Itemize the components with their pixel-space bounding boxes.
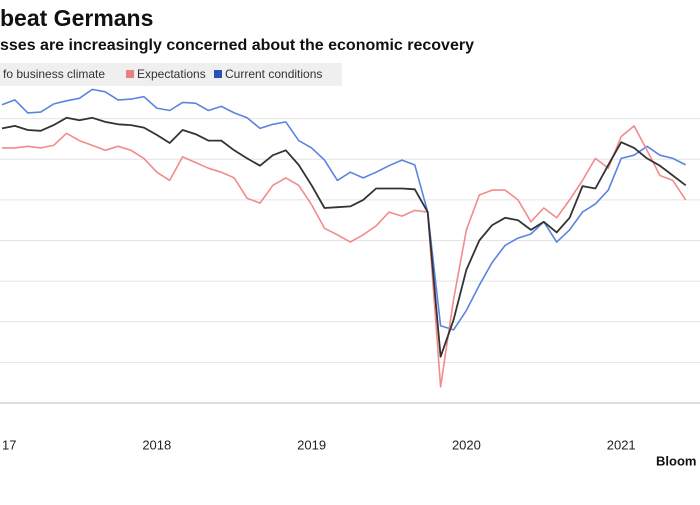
x-tick-label: 2020 xyxy=(452,437,481,452)
x-tick-label: 2021 xyxy=(607,437,636,452)
series-line xyxy=(2,125,687,388)
x-tick-label: 2018 xyxy=(142,437,171,452)
chart-title: beat Germans xyxy=(0,5,153,31)
legend-label: fo business climate xyxy=(3,67,105,81)
x-tick-label: 17 xyxy=(2,437,16,452)
x-tick-label: 2019 xyxy=(297,437,326,452)
series-line xyxy=(1,88,687,331)
legend: fo business climate Expectations Current c… xyxy=(3,67,322,81)
legend-marker xyxy=(126,70,134,78)
legend-label: Current conditions xyxy=(225,67,322,81)
legend-marker xyxy=(214,70,222,78)
legend-background xyxy=(0,63,342,86)
legend-label: Expectations xyxy=(137,67,206,81)
chart-subtitle: sses are increasingly concerned about th… xyxy=(0,37,474,54)
series-line xyxy=(1,116,687,358)
source: Bloom xyxy=(656,453,696,468)
